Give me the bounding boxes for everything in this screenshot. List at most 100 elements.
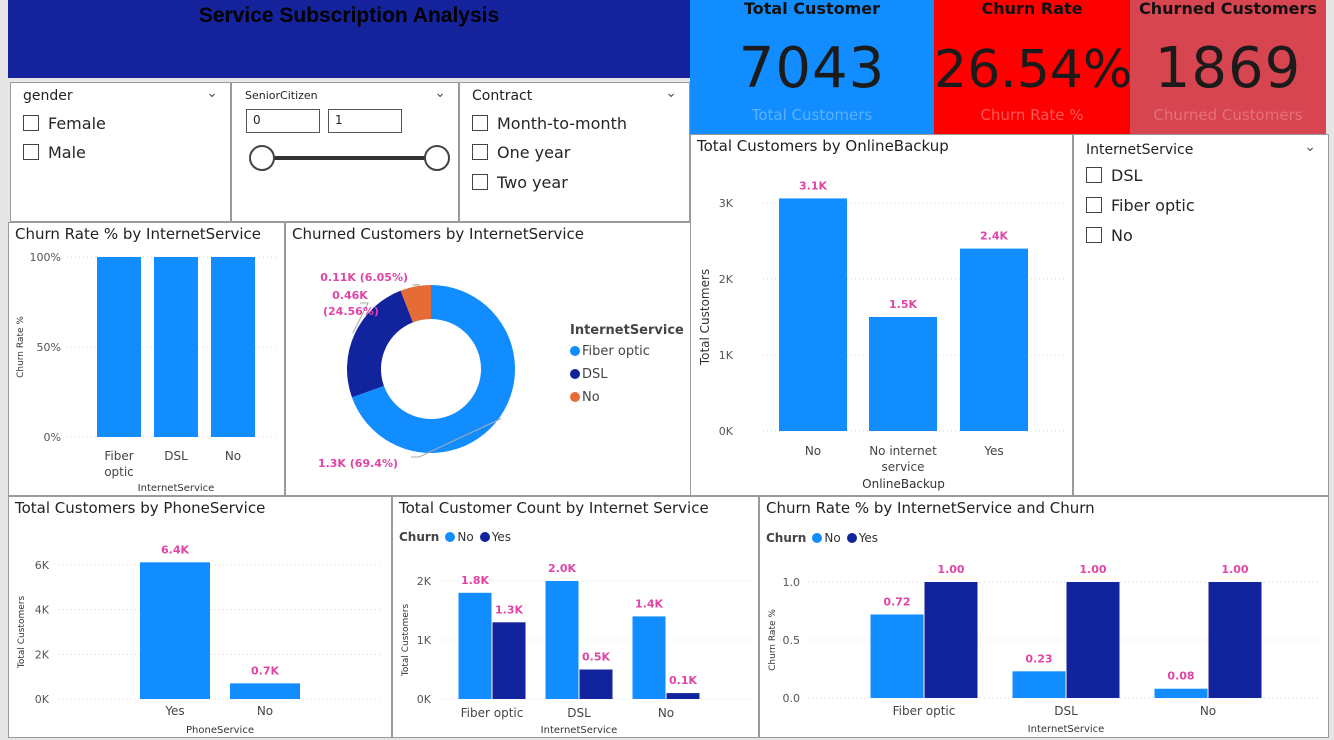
chart-customers-by-onlinebackup: Total Customers by OnlineBackup 0K 1K 2K 3K… <box>690 134 1073 496</box>
checkbox[interactable] <box>1086 197 1102 213</box>
bar <box>870 614 924 698</box>
x-tick-label: Fiber optic <box>461 706 524 720</box>
checkbox[interactable] <box>472 144 488 160</box>
bar <box>458 592 492 699</box>
legend-label: DSL <box>582 367 608 382</box>
slicer-option-no[interactable]: No <box>1086 226 1133 245</box>
y-tick-label: 0% <box>44 431 61 444</box>
data-label: 2.4K <box>980 230 1008 243</box>
x-tick-label: Yes <box>164 704 184 718</box>
x-tick-label: DSL <box>567 706 591 720</box>
kpi-label: Churned Customers <box>1139 0 1317 18</box>
legend-swatch <box>812 533 823 543</box>
bar <box>924 582 978 698</box>
range-max-input[interactable]: 1 <box>328 109 402 133</box>
chart-title: Churn Rate % by InternetService and Chur… <box>766 499 1095 517</box>
slicer-option-two-year[interactable]: Two year <box>472 173 568 192</box>
legend-label[interactable]: No <box>824 531 841 545</box>
kpi-label: Churn Rate <box>981 0 1083 18</box>
option-label: Fiber optic <box>1111 196 1195 215</box>
legend-item[interactable]: Fiber optic <box>570 344 684 359</box>
slicer-option-month-to-month[interactable]: Month-to-month <box>472 114 627 133</box>
option-label: Female <box>48 114 106 133</box>
slicer-title: InternetService <box>1086 142 1194 158</box>
chart-svg: 0K 2K 4K 6K Total Customers 6.4K Yes 0.7K NoPhon… <box>17 543 383 736</box>
checkbox[interactable] <box>1086 167 1102 183</box>
slicer-option-dsl[interactable]: DSL <box>1086 166 1142 185</box>
legend-swatch <box>479 532 490 542</box>
y-axis-title: Total Customers <box>17 596 27 670</box>
chevron-down-icon[interactable]: ⌄ <box>1304 139 1316 155</box>
x-tick-label: DSL <box>164 449 188 463</box>
legend-item[interactable]: No <box>570 390 684 405</box>
slicer-option-fiber-optic[interactable]: Fiber optic <box>1086 196 1195 215</box>
y-axis-title: Churn Rate % <box>16 316 26 378</box>
legend-swatch <box>846 533 857 543</box>
data-label: 1.00 <box>937 563 964 576</box>
bar <box>545 581 579 699</box>
data-label: 1.8K <box>461 574 489 587</box>
chart-churn-rate-by-internet-churn: Churn Rate % by InternetService and Chur… <box>759 496 1329 738</box>
legend-label: No <box>582 390 600 405</box>
range-slider-track[interactable] <box>262 156 438 160</box>
bar <box>779 198 847 431</box>
legend-swatch <box>570 346 580 356</box>
y-tick-label: 1.0 <box>783 576 801 589</box>
data-label: 0.72 <box>883 595 910 608</box>
data-label: (24.56%) <box>323 305 379 318</box>
data-label: 0.23 <box>1025 652 1052 665</box>
x-axis-title: PhoneService <box>186 725 254 736</box>
chevron-down-icon[interactable]: ⌄ <box>665 85 677 101</box>
legend-item[interactable]: DSL <box>570 367 684 382</box>
y-tick-label: 0.0 <box>783 692 801 705</box>
data-label: 1.4K <box>635 597 663 610</box>
checkbox[interactable] <box>1086 227 1102 243</box>
chart-count-by-internet-churn: Total Customer Count by Internet Service… <box>392 496 759 738</box>
chart-svg: 0K 1K 2K Total Customers 1.8K 1.3K Fiber optic… <box>401 562 750 736</box>
chart-churned-by-internet: Churned Customers by InternetService 1.3… <box>285 222 691 496</box>
data-label: 1.00 <box>1079 563 1106 576</box>
y-axis-title: Churn Rate % <box>768 609 778 671</box>
report-title: Service Subscription Analysis <box>198 4 500 27</box>
donut-slice <box>347 290 413 398</box>
y-tick-label: 50% <box>37 341 61 354</box>
kpi-total-customers: Total Customer 7043 Total Customers <box>690 0 934 134</box>
x-axis-title: InternetService <box>1028 724 1105 735</box>
legend: InternetService Fiber optic DSL No <box>570 323 684 405</box>
legend: Churn No Yes <box>399 530 511 544</box>
data-label: 0.46K <box>332 289 368 302</box>
x-tick-label: No <box>805 444 821 458</box>
y-tick-label: 0K <box>417 693 432 706</box>
data-label: 6.4K <box>161 543 189 556</box>
slicer-option-female[interactable]: Female <box>23 114 106 133</box>
leader-line <box>412 283 421 286</box>
y-tick-label: 2K <box>35 648 50 661</box>
x-tick-label: DSL <box>1054 704 1078 718</box>
chevron-down-icon[interactable]: ⌄ <box>206 85 218 101</box>
data-label: 0.11K (6.05%) <box>320 271 408 284</box>
checkbox[interactable] <box>23 115 39 131</box>
legend-label[interactable]: Yes <box>491 530 512 544</box>
range-slider-handle-max[interactable] <box>424 145 450 171</box>
slicer-option-male[interactable]: Male <box>23 143 86 162</box>
legend-label[interactable]: No <box>457 530 474 544</box>
y-tick-label: 3K <box>719 197 734 210</box>
bar <box>97 257 141 437</box>
chart-title: Total Customers by PhoneService <box>15 499 266 517</box>
chart-title: Churn Rate % by InternetService <box>15 225 262 243</box>
range-slider-handle-min[interactable] <box>249 145 275 171</box>
checkbox[interactable] <box>472 174 488 190</box>
slicer-title: SeniorCitizen <box>245 89 318 102</box>
chevron-down-icon[interactable]: ⌄ <box>434 85 446 101</box>
checkbox[interactable] <box>472 115 488 131</box>
data-label: 0.5K <box>582 651 610 664</box>
range-min-input[interactable]: 0 <box>246 109 320 133</box>
x-tick-label: No internet service <box>869 444 937 474</box>
x-tick-label: Yes <box>983 444 1003 458</box>
slicer-option-one-year[interactable]: One year <box>472 143 570 162</box>
legend-label[interactable]: Yes <box>858 531 879 545</box>
bar <box>492 622 526 699</box>
legend-label: Fiber optic <box>582 344 650 359</box>
y-tick-label: 1K <box>417 634 432 647</box>
checkbox[interactable] <box>23 144 39 160</box>
